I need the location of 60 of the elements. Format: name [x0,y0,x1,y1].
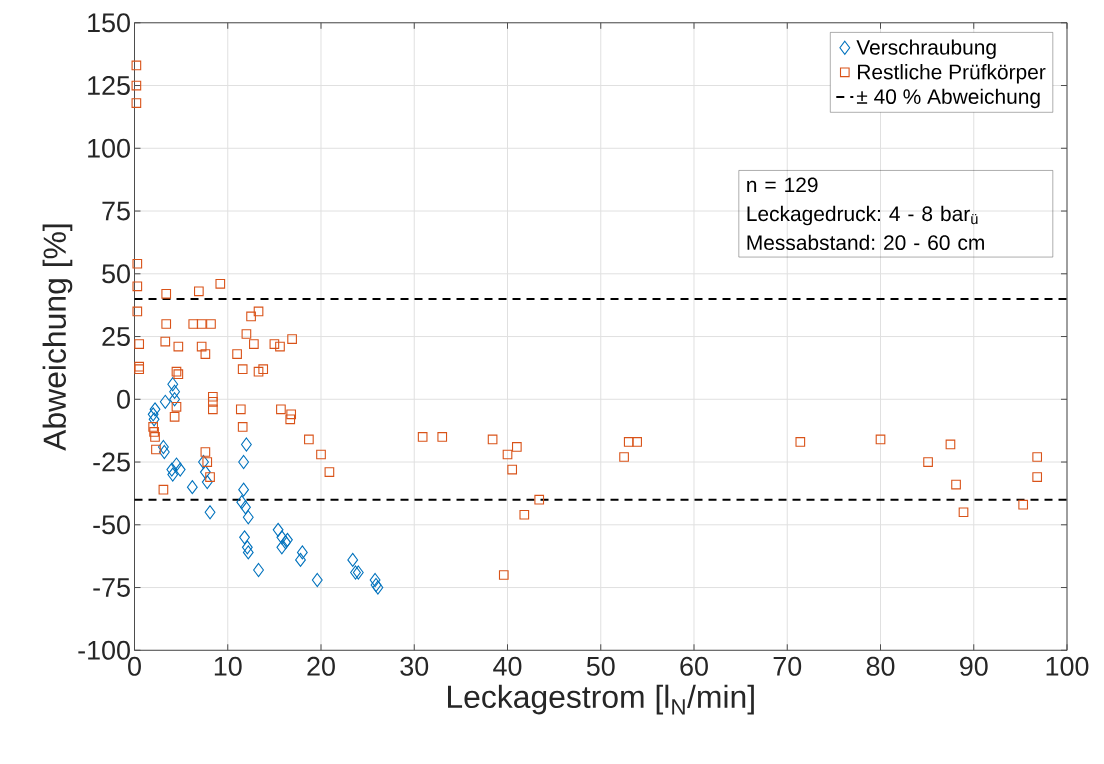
x-tick-label: 60 [680,656,708,676]
point [369,572,381,588]
point [241,540,253,555]
x-tick-label: 90 [960,656,988,676]
point [157,439,169,455]
annotation: Leckagedruck: 4 - 8 bar$_{ü}$ [747,205,978,226]
x-tick-label: 40 [493,656,522,676]
point [242,545,254,560]
legend-label: ± 40 % Abweichung [856,88,1040,109]
x-tick-label: 100 [1046,656,1089,676]
x-tick-label: 20 [307,656,335,676]
point [204,505,216,520]
y-tick-label: 125 [88,76,130,96]
point [169,384,181,399]
point [159,394,171,409]
point [238,454,250,470]
legend-label: Verschraubung [856,39,996,59]
point [174,462,186,477]
point [272,522,284,537]
x-tick-label: 80 [866,656,895,676]
legend-label: Restliche Prüfkörper [858,64,1046,84]
point [167,467,179,482]
point [311,572,323,588]
annotation: Messabstand: 20 - 60 cm [747,234,984,251]
point [276,530,288,545]
point [147,407,159,422]
y-axis-title: Abweichung [%] [42,224,73,451]
point [240,437,252,452]
annotation: n = 129 [747,177,818,193]
point [238,482,250,497]
x-tick-label: 50 [586,656,615,676]
y-tick-label: 75 [102,201,130,221]
x-tick-label: 30 [400,656,429,676]
point [166,462,178,477]
point [167,377,179,392]
y-tick-label: 150 [88,13,130,33]
point [242,510,254,525]
y-tick-label: 0 [117,389,130,409]
point [158,444,170,460]
x-axis-title: Leckagestrom [l$_{N}$/min] [448,684,754,715]
point [296,545,308,560]
point [347,552,359,567]
point [276,540,288,555]
y-tick-label: -25 [93,452,130,472]
point [239,530,250,545]
point [171,457,182,472]
y-tick-label: -100 [78,640,130,660]
x-tick-label: 70 [773,656,802,676]
point [295,552,306,567]
y-tick-label: 25 [102,327,130,347]
point [149,402,161,417]
y-tick-label: 100 [88,138,130,158]
point [240,500,251,515]
point [186,480,198,495]
point [199,465,211,480]
y-tick-label: 50 [102,264,130,284]
point [236,495,248,510]
y-tick-label: -75 [93,578,130,597]
y-tick-label: -50 [93,515,130,535]
x-tick-label: 10 [214,656,242,676]
